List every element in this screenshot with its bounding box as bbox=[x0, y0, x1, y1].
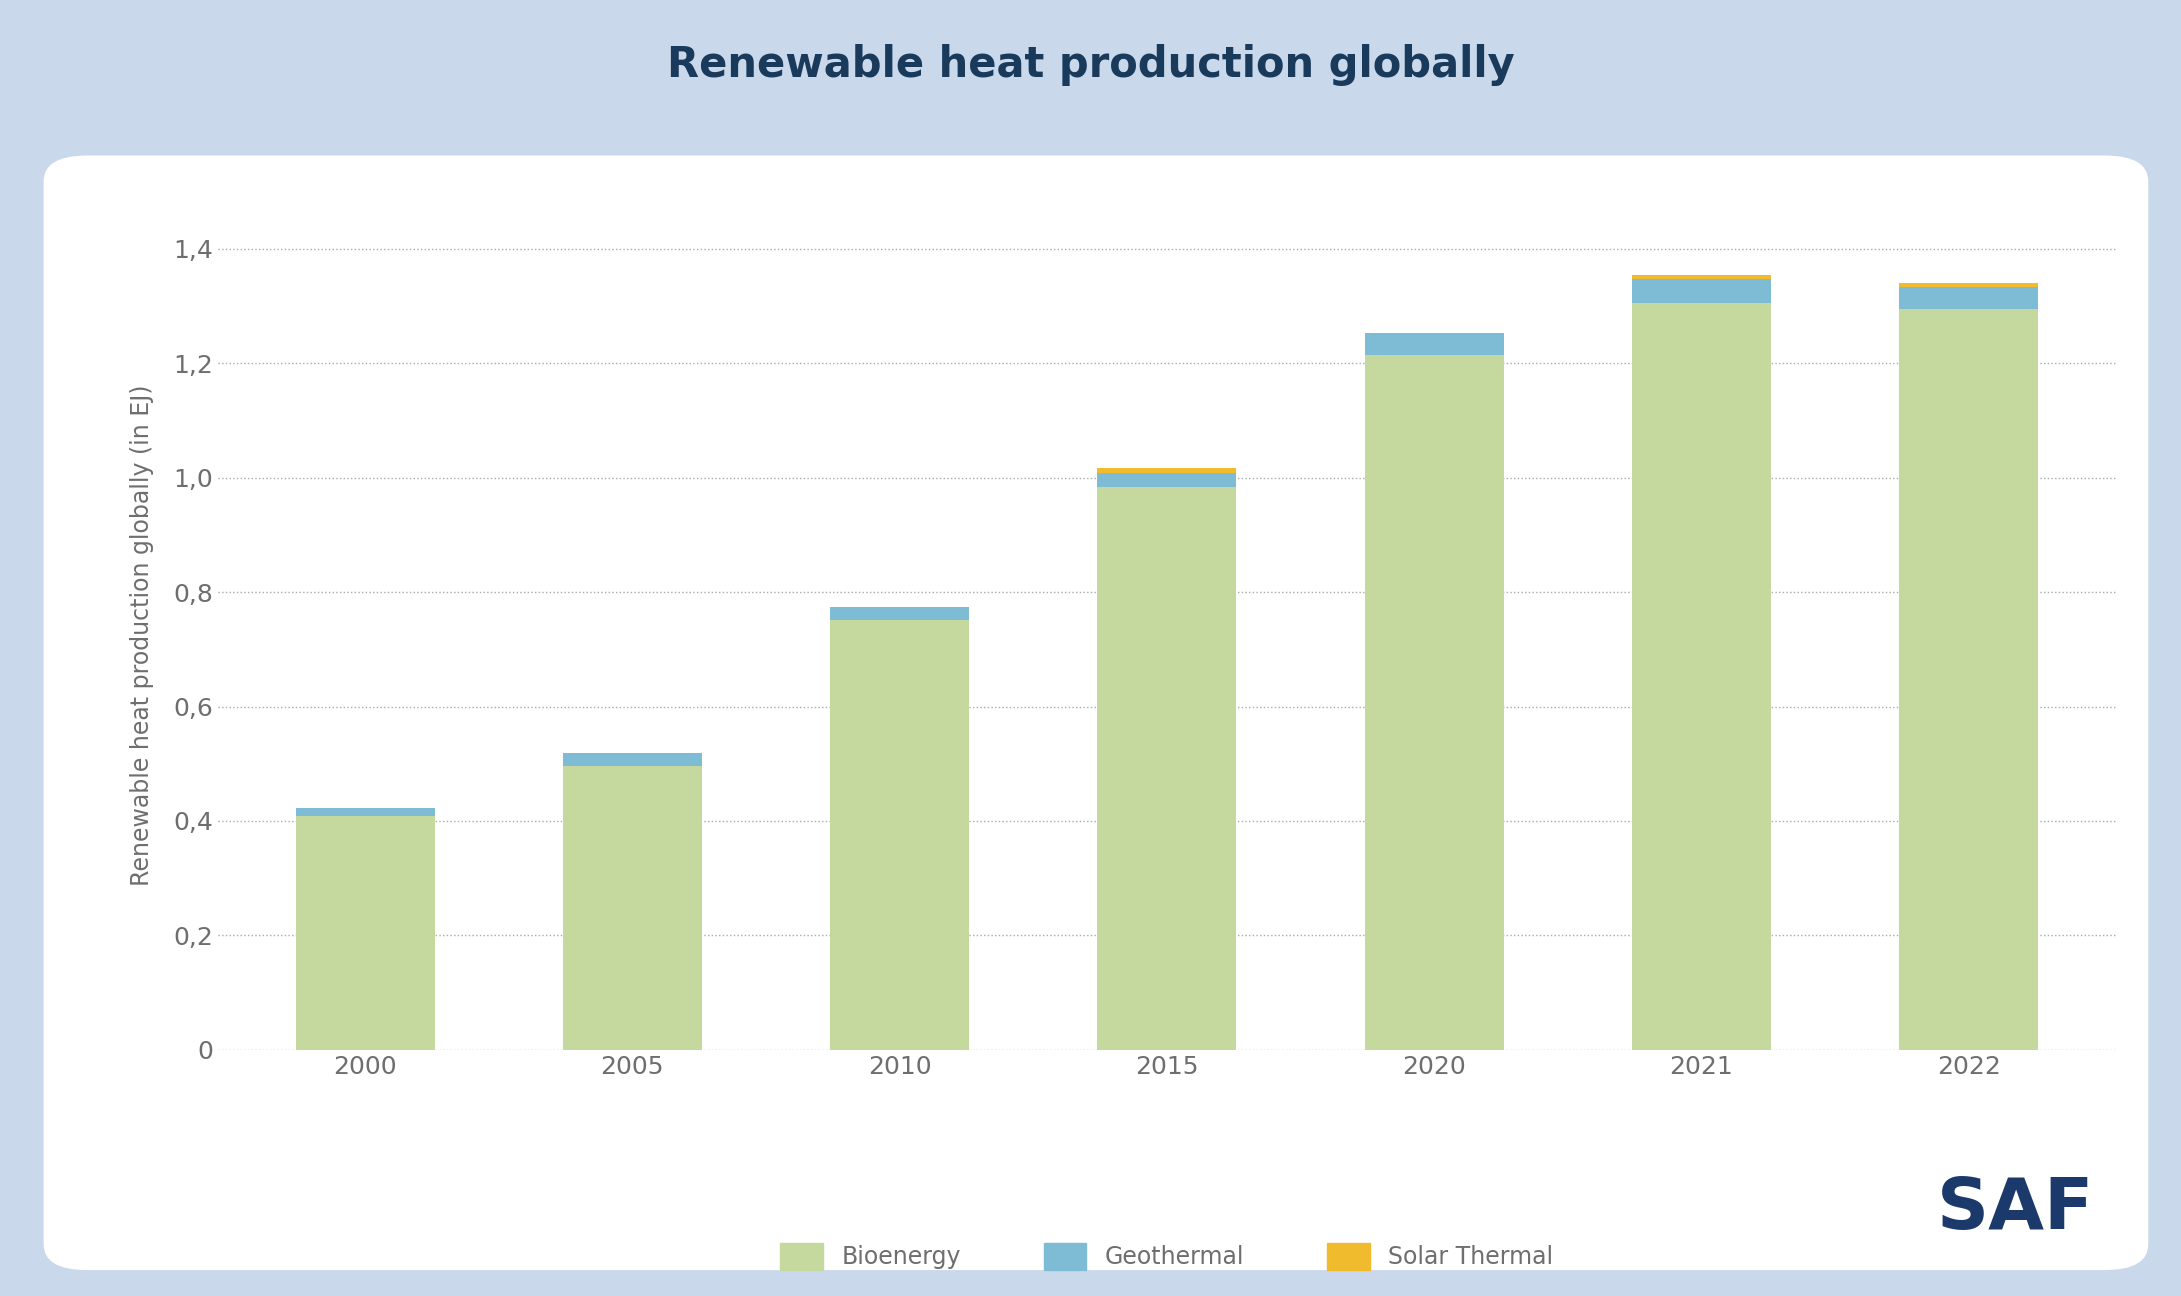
Text: Renewable heat production globally: Renewable heat production globally bbox=[667, 44, 1514, 86]
Bar bbox=[1631, 279, 1771, 303]
Bar bbox=[1631, 303, 1771, 1050]
Text: SAF: SAF bbox=[1937, 1175, 2094, 1244]
Bar bbox=[1900, 288, 2037, 308]
Bar bbox=[831, 619, 968, 1050]
Legend: Bioenergy, Geothermal, Solar Thermal: Bioenergy, Geothermal, Solar Thermal bbox=[781, 1243, 1553, 1270]
Y-axis label: Renewable heat production globally (in EJ): Renewable heat production globally (in E… bbox=[131, 385, 155, 885]
Bar bbox=[1365, 333, 1503, 355]
Bar bbox=[297, 807, 434, 816]
Bar bbox=[1097, 473, 1237, 487]
Bar bbox=[1631, 275, 1771, 279]
Bar bbox=[1365, 355, 1503, 1050]
Bar bbox=[297, 816, 434, 1050]
Bar bbox=[1097, 468, 1237, 473]
Bar bbox=[1097, 487, 1237, 1050]
Bar bbox=[563, 753, 702, 766]
Bar bbox=[1900, 284, 2037, 288]
Bar bbox=[563, 766, 702, 1050]
Bar bbox=[1900, 308, 2037, 1050]
Bar bbox=[831, 607, 968, 619]
